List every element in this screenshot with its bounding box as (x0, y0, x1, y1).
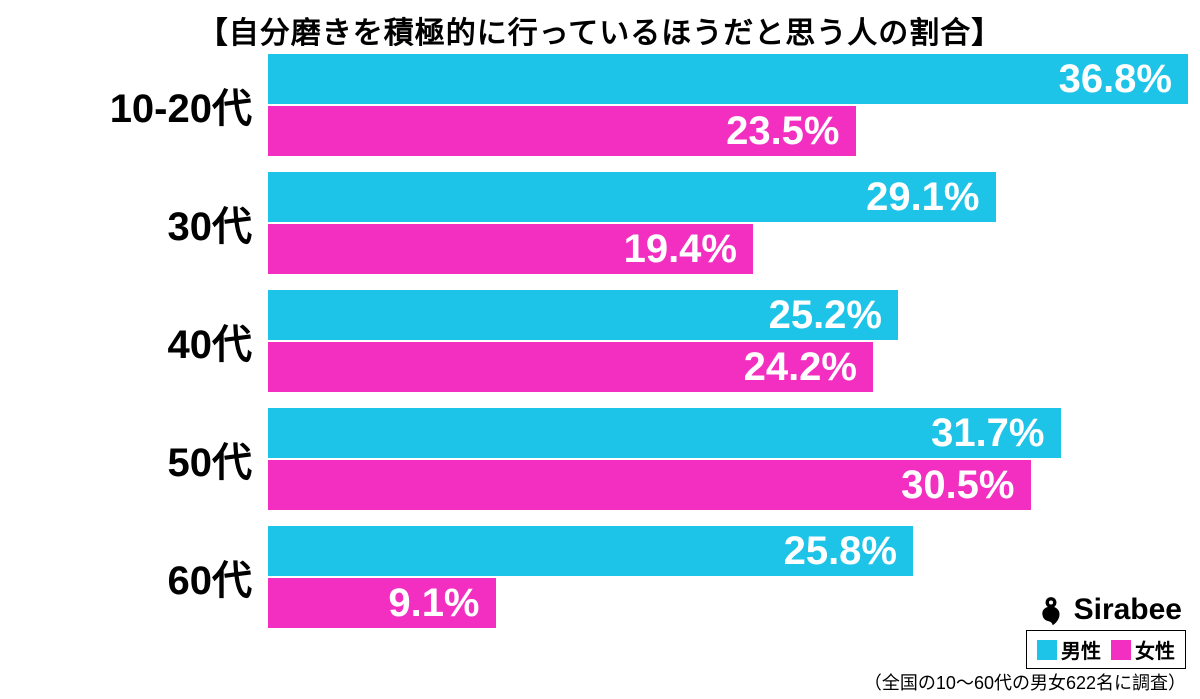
age-group-label: 30代 (0, 194, 260, 252)
bar-value: 19.4% (624, 227, 737, 272)
male-bar: 25.8% (268, 526, 913, 576)
bar-chart: 10-20代 36.8% 23.5% 30代 29.1% 19.4% 40代 25.2% 24.… (0, 52, 1200, 642)
bar-value: 25.8% (784, 529, 897, 574)
footnote: （全国の10〜60代の男女622名に調査） (864, 669, 1186, 695)
female-bar: 30.5% (268, 460, 1031, 510)
male-bar: 31.7% (268, 408, 1061, 458)
age-group-label: 60代 (0, 548, 260, 606)
bar-value: 36.8% (1059, 57, 1172, 102)
bar-value: 30.5% (901, 463, 1014, 508)
female-bar: 19.4% (268, 224, 753, 274)
bar-value: 23.5% (726, 109, 839, 154)
age-group: 40代 25.2% 24.2% (0, 288, 1200, 406)
age-group: 60代 25.8% 9.1% (0, 524, 1200, 642)
male-bar: 29.1% (268, 172, 996, 222)
legend-swatch (1037, 640, 1057, 660)
male-bar: 36.8% (268, 54, 1188, 104)
legend-label: 男性 (1061, 635, 1101, 664)
brand-logo: Sirabee (1034, 593, 1182, 627)
age-group: 10-20代 36.8% 23.5% (0, 52, 1200, 170)
female-bar: 23.5% (268, 106, 856, 156)
age-group: 30代 29.1% 19.4% (0, 170, 1200, 288)
age-group-label: 50代 (0, 430, 260, 488)
bar-value: 24.2% (744, 345, 857, 390)
legend-swatch (1111, 640, 1131, 660)
bar-value: 29.1% (866, 175, 979, 220)
legend-item: 女性 (1111, 635, 1175, 664)
bar-value: 9.1% (388, 581, 479, 626)
male-bar: 25.2% (268, 290, 898, 340)
brand-name: Sirabee (1074, 593, 1182, 627)
age-group-label: 40代 (0, 312, 260, 370)
chart-title: 【自分磨きを積極的に行っているほうだと思う人の割合】 (0, 0, 1200, 52)
bar-value: 31.7% (931, 411, 1044, 456)
legend-label: 女性 (1135, 635, 1175, 664)
age-group: 50代 31.7% 30.5% (0, 406, 1200, 524)
legend-item: 男性 (1037, 635, 1101, 664)
sirabee-icon (1034, 593, 1068, 627)
age-group-label: 10-20代 (0, 76, 260, 134)
bar-value: 25.2% (769, 293, 882, 338)
female-bar: 24.2% (268, 342, 873, 392)
female-bar: 9.1% (268, 578, 496, 628)
legend: 男性 女性 (1026, 630, 1186, 669)
